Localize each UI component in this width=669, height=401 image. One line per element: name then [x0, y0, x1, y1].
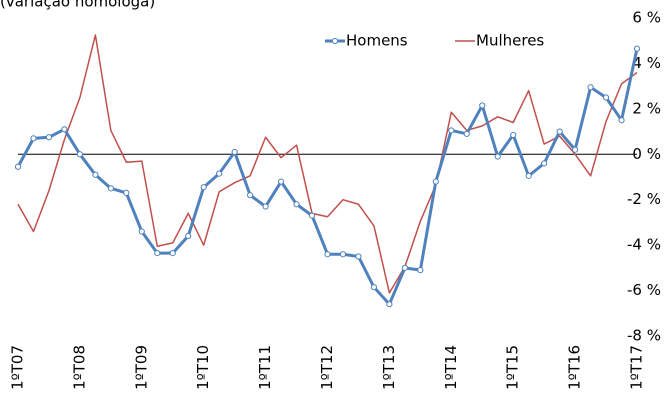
legend-label: Homens	[346, 32, 408, 50]
series-line	[16, 48, 639, 306]
point	[107, 185, 114, 192]
x-tick-label: 1ºT09	[132, 345, 150, 390]
point	[587, 84, 594, 91]
x-tick-label: 1ºT16	[566, 345, 584, 390]
point	[277, 178, 285, 185]
legend-marker	[331, 37, 339, 45]
point	[123, 189, 130, 196]
y-tick-label: 6 %	[632, 9, 661, 27]
point	[572, 146, 579, 153]
point	[216, 170, 223, 177]
point	[463, 130, 470, 137]
legend-item: Homens	[325, 32, 408, 50]
x-tick-label: 1ºT11	[256, 345, 274, 390]
point	[61, 126, 68, 133]
point	[355, 253, 362, 260]
point	[432, 178, 439, 185]
point	[262, 203, 269, 210]
y-tick-label: -2 %	[627, 190, 661, 208]
x-tick-label: 1ºT12	[318, 345, 336, 390]
y-tick-label: 2 %	[632, 99, 661, 117]
point	[45, 134, 53, 141]
x-tick-label: 1ºT10	[194, 345, 212, 390]
point	[401, 264, 408, 271]
y-tick-label: 4 %	[632, 54, 661, 72]
point	[231, 148, 238, 156]
series-line	[17, 34, 638, 294]
point	[30, 135, 37, 142]
point	[14, 163, 22, 170]
legend-label: Mulheres	[476, 32, 544, 50]
x-tick-label: 1ºT14	[442, 345, 460, 390]
point	[525, 172, 532, 179]
y-tick-label: -8 %	[627, 327, 661, 345]
legend-item: Mulheres	[455, 32, 544, 50]
chart-subtitle: (variação homóloga)	[0, 0, 155, 11]
point	[293, 201, 300, 208]
x-tick-label: 1ºT08	[70, 345, 88, 390]
point	[417, 267, 424, 274]
x-tick-label: 1ºT07	[9, 345, 27, 390]
point	[618, 117, 625, 124]
y-tick-label: -4 %	[627, 236, 661, 254]
point	[169, 249, 176, 257]
y-tick-label: -6 %	[627, 281, 661, 299]
point	[448, 127, 455, 134]
point	[138, 228, 145, 235]
point	[92, 171, 99, 178]
point	[602, 94, 610, 101]
point	[556, 128, 563, 135]
point	[370, 284, 378, 291]
point	[308, 212, 316, 219]
point	[510, 131, 517, 139]
point	[200, 184, 207, 191]
x-tick-label: 1ºT13	[380, 345, 398, 390]
point	[633, 45, 641, 52]
x-tick-label: 1ºT15	[504, 345, 522, 390]
x-tick-label: 1ºT17	[628, 345, 646, 390]
point	[386, 301, 393, 308]
point	[339, 251, 347, 258]
point	[324, 251, 331, 258]
point	[154, 249, 161, 257]
point	[541, 160, 548, 167]
y-tick-label: 0 %	[632, 145, 661, 163]
point	[494, 153, 501, 160]
point	[479, 102, 486, 109]
point	[76, 151, 84, 158]
point	[247, 192, 254, 199]
point	[185, 232, 192, 240]
